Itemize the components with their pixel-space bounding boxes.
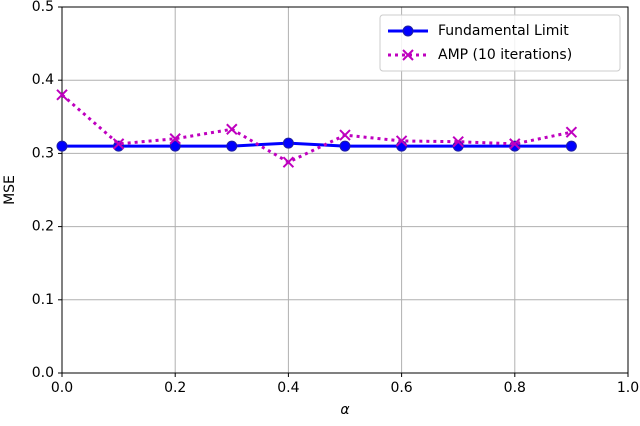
x-tick-label: 0.6	[390, 380, 412, 396]
data-point	[56, 140, 68, 152]
x-tick-label: 1.0	[617, 380, 639, 396]
data-point	[396, 140, 408, 152]
plot-frame	[61, 6, 629, 374]
y-tick-label: 0.1	[32, 292, 54, 308]
x-tick-label: 0.2	[164, 380, 186, 396]
y-tick-label: 0.3	[32, 145, 54, 161]
x-tick-label: 0.8	[504, 380, 526, 396]
legend-marker	[402, 25, 414, 37]
series-line	[62, 141, 572, 148]
y-tick-label: 0.5	[32, 0, 54, 15]
x-tick-label: 0.0	[51, 380, 73, 396]
data-point	[565, 140, 577, 152]
data-point	[169, 133, 181, 145]
data-point	[565, 126, 578, 138]
legend-label: Fundamental Limit	[438, 23, 569, 39]
data-point	[169, 140, 181, 152]
y-tick-label: 0.0	[32, 365, 54, 381]
x-tick-label: 0.4	[277, 380, 299, 396]
data-point	[452, 135, 464, 148]
data-point	[226, 140, 238, 152]
legend: Fundamental Limit AMP (10 iterations)	[379, 14, 621, 72]
data-point	[226, 123, 238, 135]
data-point	[112, 138, 125, 150]
data-point	[395, 135, 408, 147]
x-axis-label: α	[340, 402, 350, 418]
data-point	[282, 137, 294, 149]
legend-box	[379, 14, 621, 72]
legend-marker	[402, 49, 414, 61]
data-point	[339, 129, 351, 141]
data-point	[509, 138, 521, 150]
y-tick-label: 0.4	[32, 72, 54, 88]
y-tick-label: 0.2	[32, 219, 54, 235]
series-line	[61, 93, 572, 164]
data-point	[56, 89, 68, 101]
data-point	[282, 156, 295, 168]
legend-label: AMP (10 iterations)	[438, 47, 572, 63]
y-axis-label: MSE	[2, 175, 18, 205]
data-point	[339, 140, 351, 152]
